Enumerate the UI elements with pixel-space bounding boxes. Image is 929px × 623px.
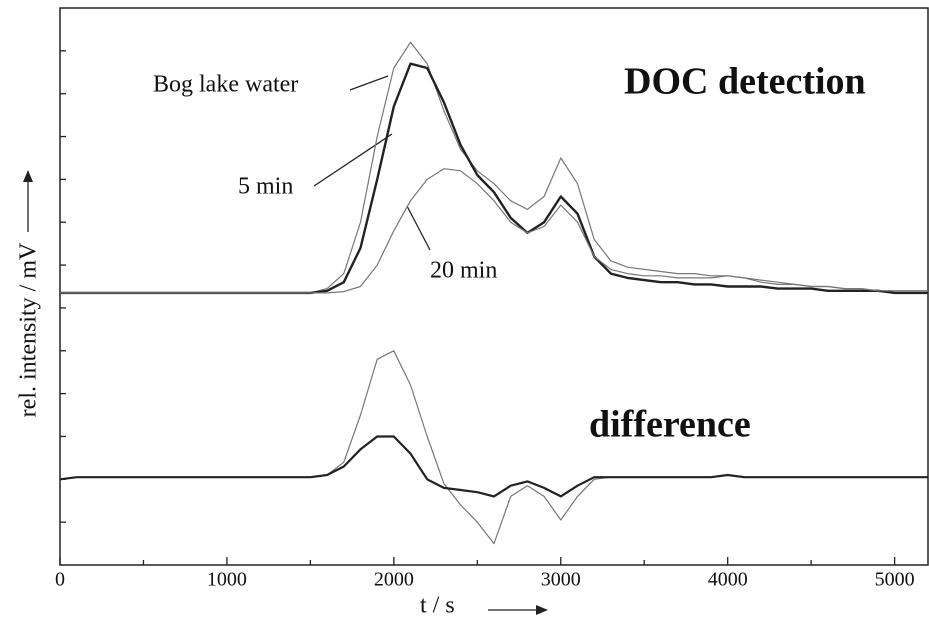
x-axis-label: t / s [420, 593, 455, 619]
x-arrow [488, 605, 548, 615]
plot-frame [59, 7, 929, 566]
line-series [60, 168, 928, 294]
x-tick-label: 0 [55, 569, 65, 591]
x-tick-label: 5000 [875, 569, 915, 591]
x-tick-label: 3000 [541, 569, 581, 591]
annotation: 5 min [238, 174, 293, 200]
line-series [59, 350, 928, 545]
annotation-line [313, 133, 393, 187]
annotation: DOC detection [624, 61, 866, 103]
x-tick-label: 4000 [708, 569, 748, 591]
y-arrow [23, 170, 33, 232]
y-axis-label: rel. intensity / mV [16, 242, 42, 417]
annotation: Bog lake water [153, 72, 298, 98]
annotation: difference [589, 404, 751, 446]
annotation: 20 min [430, 258, 497, 284]
annotation-line [406, 205, 431, 251]
x-tick-label: 2000 [374, 569, 414, 591]
line-series [59, 435, 928, 498]
annotation-line [349, 75, 389, 91]
x-tick-label: 1000 [207, 569, 247, 591]
